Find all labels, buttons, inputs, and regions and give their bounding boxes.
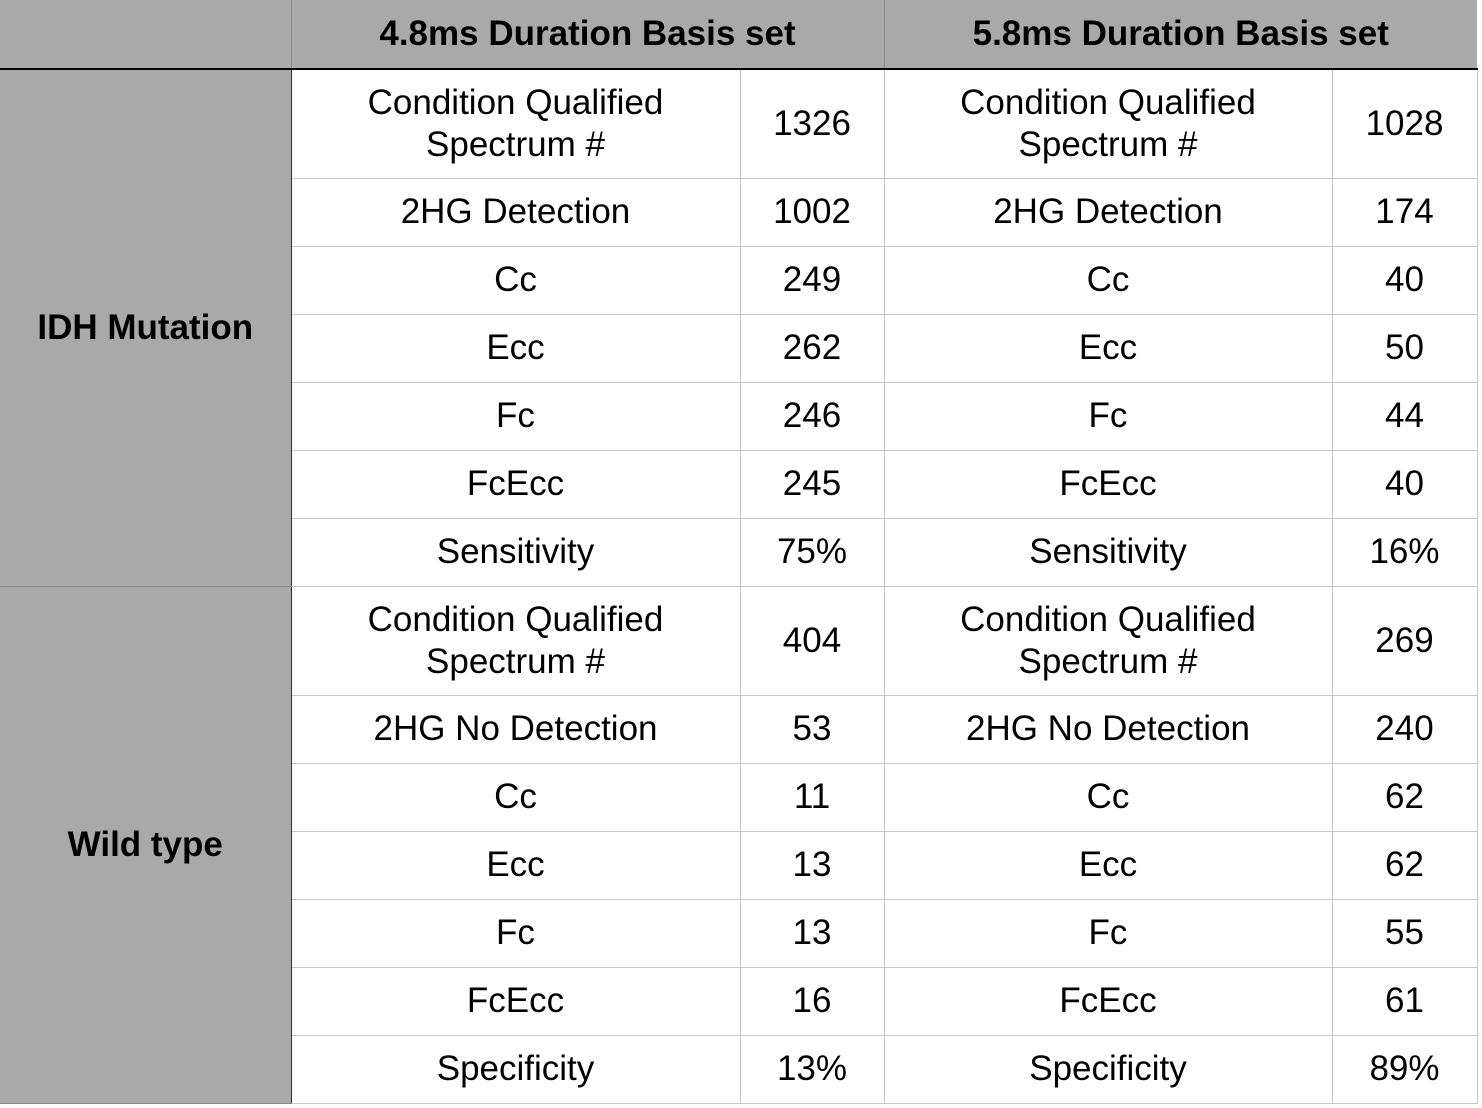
metric-5-8ms: Ecc — [883, 830, 1333, 900]
value-5-8ms: 62 — [1331, 830, 1478, 900]
value-4-8ms: 13 — [739, 830, 885, 900]
header-row: 4.8ms Duration Basis set 5.8ms Duration … — [0, 0, 1477, 70]
header-4-8ms: 4.8ms Duration Basis set — [291, 0, 885, 70]
metric-4-8ms: Sensitivity — [290, 517, 741, 587]
value-5-8ms: 40 — [1331, 449, 1478, 519]
header-5-8ms: 5.8ms Duration Basis set — [884, 0, 1477, 70]
table-row: FcEcc 245 FcEcc 40 — [0, 449, 1478, 519]
value-4-8ms: 53 — [739, 694, 885, 764]
value-4-8ms: 75% — [739, 517, 885, 587]
value-4-8ms: 404 — [739, 585, 885, 696]
value-5-8ms: 40 — [1331, 245, 1478, 315]
group-label: Wild type — [0, 586, 292, 1104]
table-row: IDH Mutation Condition Qualified Spectrum… — [0, 68, 1478, 587]
metric-4-8ms: Cc — [290, 245, 741, 315]
table-row: FcEcc 16 FcEcc 61 — [0, 966, 1478, 1036]
table-row: Wild type Condition Qualified Spectrum #4… — [0, 585, 1478, 1104]
metric-4-8ms: Fc — [290, 381, 741, 451]
metric-5-8ms: FcEcc — [883, 966, 1333, 1036]
value-4-8ms: 16 — [739, 966, 885, 1036]
value-4-8ms: 1326 — [739, 68, 885, 179]
value-4-8ms: 245 — [739, 449, 885, 519]
metric-5-8ms: Fc — [883, 898, 1333, 968]
metric-4-8ms: Cc — [290, 762, 741, 832]
metric-5-8ms: Sensitivity — [883, 517, 1333, 587]
value-5-8ms: 174 — [1331, 177, 1478, 247]
group-label: IDH Mutation — [0, 69, 292, 587]
value-5-8ms: 89% — [1331, 1034, 1478, 1104]
value-5-8ms: 269 — [1331, 585, 1478, 696]
metric-5-8ms: Cc — [883, 762, 1333, 832]
metric-4-8ms: Ecc — [290, 830, 741, 900]
value-4-8ms: 11 — [739, 762, 885, 832]
table-row: 2HG No Detection 53 2HG No Detection 240 — [0, 694, 1478, 764]
metric-4-8ms: Specificity — [290, 1034, 741, 1104]
metric-5-8ms: Condition Qualified Spectrum # — [883, 68, 1333, 179]
metric-4-8ms: Condition Qualified Spectrum # — [290, 585, 741, 696]
metric-5-8ms: Ecc — [883, 313, 1333, 383]
value-5-8ms: 62 — [1331, 762, 1478, 832]
metric-4-8ms: Condition Qualified Spectrum # — [290, 68, 741, 179]
value-4-8ms: 262 — [739, 313, 885, 383]
value-5-8ms: 55 — [1331, 898, 1478, 968]
table-row: Ecc 262 Ecc 50 — [0, 313, 1478, 383]
metric-5-8ms: 2HG Detection — [883, 177, 1333, 247]
value-4-8ms: 13% — [739, 1034, 885, 1104]
metric-4-8ms: 2HG No Detection — [290, 694, 741, 764]
value-5-8ms: 1028 — [1331, 68, 1478, 179]
metric-5-8ms: 2HG No Detection — [883, 694, 1333, 764]
metric-4-8ms: FcEcc — [290, 449, 741, 519]
value-5-8ms: 44 — [1331, 381, 1478, 451]
metric-4-8ms: Ecc — [290, 313, 741, 383]
corner-cell — [0, 0, 292, 70]
table-row: Cc 11 Cc 62 — [0, 762, 1478, 832]
value-4-8ms: 249 — [739, 245, 885, 315]
value-5-8ms: 50 — [1331, 313, 1478, 383]
metric-4-8ms: FcEcc — [290, 966, 741, 1036]
metric-5-8ms: Fc — [883, 381, 1333, 451]
value-4-8ms: 13 — [739, 898, 885, 968]
value-5-8ms: 61 — [1331, 966, 1478, 1036]
value-5-8ms: 240 — [1331, 694, 1478, 764]
metric-5-8ms: Condition Qualified Spectrum # — [883, 585, 1333, 696]
metric-5-8ms: FcEcc — [883, 449, 1333, 519]
table-row: 2HG Detection 1002 2HG Detection 174 — [0, 177, 1478, 247]
value-4-8ms: 1002 — [739, 177, 885, 247]
metric-4-8ms: Fc — [290, 898, 741, 968]
table-row: Fc 13 Fc 55 — [0, 898, 1478, 968]
table-row: Sensitivity 75% Sensitivity 16% — [0, 517, 1478, 587]
table-row: Cc 249 Cc 40 — [0, 245, 1478, 315]
metric-5-8ms: Cc — [883, 245, 1333, 315]
metric-5-8ms: Specificity — [883, 1034, 1333, 1104]
value-5-8ms: 16% — [1331, 517, 1478, 587]
table-row: Ecc 13 Ecc 62 — [0, 830, 1478, 900]
table-row: Specificity 13% Specificity 89% — [0, 1034, 1478, 1104]
value-4-8ms: 246 — [739, 381, 885, 451]
metric-4-8ms: 2HG Detection — [290, 177, 741, 247]
